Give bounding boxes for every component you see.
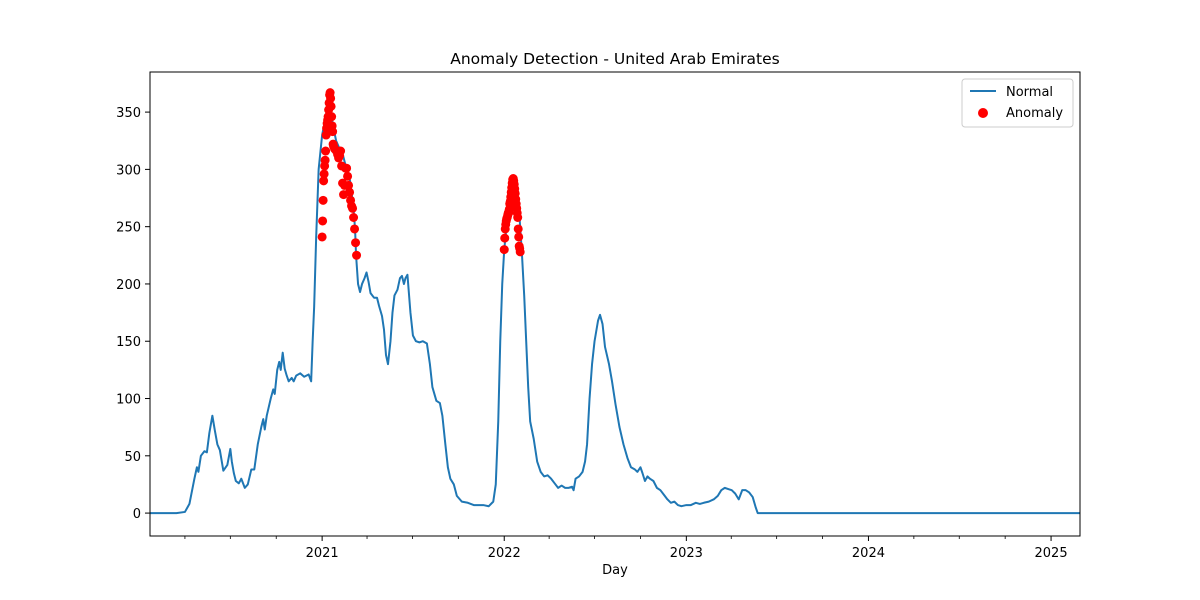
anomaly-point [318,216,328,226]
anomaly-point [342,163,352,173]
legend: Normal Anomaly [961,78,1074,128]
y-tick-label: 250 [116,221,141,236]
anomaly-point [349,213,359,222]
legend-label-normal: Normal [1006,85,1053,100]
y-tick-label: 0 [133,507,141,522]
y-tick-label: 350 [116,106,141,121]
anomaly-point [319,176,329,186]
x-axis-label: Day [602,563,628,578]
y-tick-label: 150 [116,335,141,350]
plot-frame [149,71,1081,537]
chart-title: Anomaly Detection - United Arab Emirates [450,50,780,68]
anomaly-point [352,250,362,260]
y-tick-label: 100 [116,393,141,408]
anomaly-point [319,169,329,179]
y-tick-label: 200 [116,278,141,293]
anomaly-point [336,146,346,156]
x-tick-label: 2021 [306,546,339,561]
anomaly-point [348,203,358,213]
anomaly-point [513,224,523,234]
x-tick-label: 2025 [1035,546,1068,561]
x-tick-label: 2022 [488,546,521,561]
anomaly-point [499,245,509,255]
y-axis: 0 50 100 150 200 250 300 350 [116,106,150,522]
anomaly-point [514,232,524,242]
y-tick-label: 50 [124,450,141,465]
anomaly-point [344,180,354,190]
anomaly-point [321,146,331,156]
anomaly-point [343,171,353,181]
legend-label-anomaly: Anomaly [1006,106,1063,121]
anomaly-point [320,155,330,165]
anomaly-point [326,93,336,103]
anomaly-point [351,238,361,248]
x-axis: 2021 2022 2023 2024 2025 [184,536,1068,561]
anomaly-point [513,213,523,222]
anomaly-point [500,233,510,243]
anomaly-point [326,101,336,111]
anomaly-point [345,187,355,197]
anomaly-point [327,112,337,122]
legend-anomaly-marker [978,108,988,118]
anomaly-point [350,224,360,234]
anomaly-point [515,247,525,257]
x-tick-label: 2023 [670,546,703,561]
plot-area [150,88,1080,515]
y-tick-label: 300 [116,163,141,178]
anomaly-point [328,127,338,137]
x-tick-label: 2024 [852,546,885,561]
anomaly-point [318,195,328,205]
anomaly-point [317,232,327,242]
series-line-normal [150,93,1080,515]
